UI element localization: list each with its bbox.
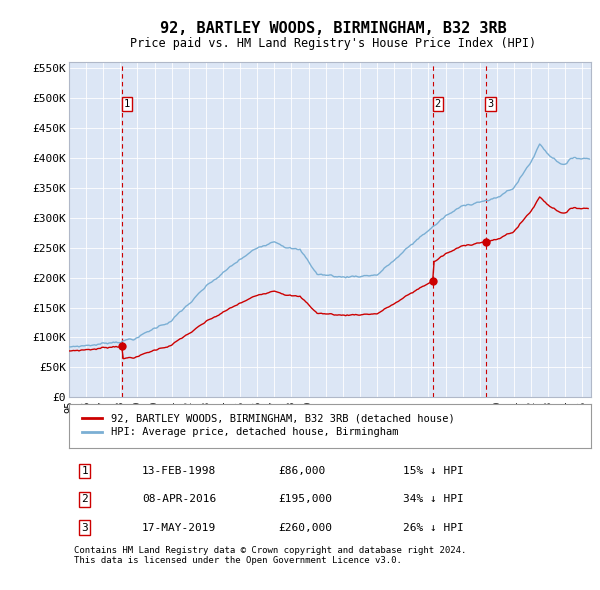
Text: 17-MAY-2019: 17-MAY-2019 [142, 523, 217, 533]
Text: 34% ↓ HPI: 34% ↓ HPI [403, 494, 464, 504]
Text: Contains HM Land Registry data © Crown copyright and database right 2024.
This d: Contains HM Land Registry data © Crown c… [74, 546, 467, 565]
Legend: 92, BARTLEY WOODS, BIRMINGHAM, B32 3RB (detached house), HPI: Average price, det: 92, BARTLEY WOODS, BIRMINGHAM, B32 3RB (… [79, 412, 457, 440]
Text: 13-FEB-1998: 13-FEB-1998 [142, 466, 217, 476]
Text: 1: 1 [124, 99, 130, 109]
Text: 08-APR-2016: 08-APR-2016 [142, 494, 217, 504]
Text: 1: 1 [81, 466, 88, 476]
Text: Price paid vs. HM Land Registry's House Price Index (HPI): Price paid vs. HM Land Registry's House … [130, 37, 536, 50]
Text: 26% ↓ HPI: 26% ↓ HPI [403, 523, 464, 533]
Text: 2: 2 [81, 494, 88, 504]
Text: 3: 3 [487, 99, 493, 109]
Text: 3: 3 [81, 523, 88, 533]
Text: £195,000: £195,000 [278, 494, 332, 504]
Text: 15% ↓ HPI: 15% ↓ HPI [403, 466, 464, 476]
Text: £260,000: £260,000 [278, 523, 332, 533]
Text: 2: 2 [434, 99, 441, 109]
Text: 92, BARTLEY WOODS, BIRMINGHAM, B32 3RB: 92, BARTLEY WOODS, BIRMINGHAM, B32 3RB [160, 21, 506, 35]
Text: £86,000: £86,000 [278, 466, 325, 476]
